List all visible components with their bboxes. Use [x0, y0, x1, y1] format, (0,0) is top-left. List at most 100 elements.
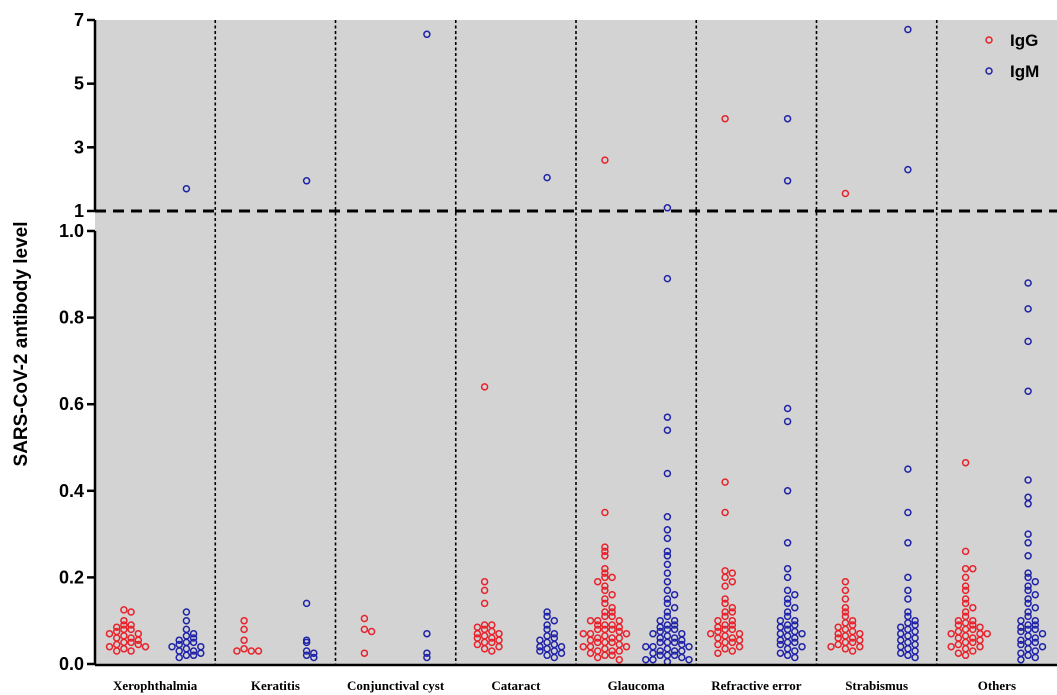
- data-point-igg: [841, 595, 850, 603]
- data-point-igg: [961, 651, 970, 660]
- data-point-igm: [911, 653, 919, 662]
- data-point-igm: [642, 642, 650, 651]
- data-point-igg: [721, 114, 729, 123]
- data-point-igg: [728, 603, 737, 612]
- data-point-igm: [310, 653, 318, 662]
- data-point-igm: [310, 649, 318, 657]
- data-point-igg: [608, 608, 616, 616]
- data-point-igm: [175, 636, 183, 644]
- data-point-igg: [714, 623, 722, 631]
- data-point-igg: [721, 582, 729, 590]
- data-point-igg: [608, 647, 616, 655]
- data-point-igm: [1024, 530, 1032, 538]
- data-point-igm: [182, 608, 191, 616]
- data-point-igm: [776, 636, 785, 644]
- data-point-igg: [969, 634, 977, 642]
- data-point-igm: [1017, 636, 1025, 644]
- data-point-igm: [783, 599, 792, 608]
- data-point-igg: [579, 642, 588, 651]
- x-category-label: Conjunctival cyst: [347, 678, 445, 693]
- data-point-igg: [488, 634, 496, 642]
- data-point-igm: [656, 647, 664, 655]
- data-point-igg: [969, 638, 977, 647]
- data-point-igm: [543, 651, 551, 660]
- data-point-igg: [728, 577, 737, 586]
- x-category-label: Glaucoma: [608, 678, 666, 693]
- data-point-igm: [302, 638, 311, 647]
- data-point-igg: [961, 564, 970, 573]
- data-point-igm: [189, 629, 198, 638]
- data-point-igm: [783, 651, 792, 660]
- data-point-igg: [127, 625, 135, 634]
- data-point-igg: [593, 577, 602, 586]
- data-point-igm: [663, 560, 672, 569]
- data-point-igm: [1024, 476, 1032, 484]
- data-point-igg: [240, 616, 248, 625]
- data-point-igg: [601, 564, 609, 573]
- data-point-igm: [791, 653, 799, 662]
- data-point-igg: [480, 586, 489, 595]
- data-point-igg: [360, 614, 369, 623]
- data-point-igg: [608, 634, 616, 642]
- data-point-igm: [1031, 634, 1040, 642]
- data-point-igg: [969, 616, 977, 625]
- data-point-igm: [182, 184, 191, 193]
- data-point-igm: [791, 634, 799, 642]
- data-point-igm: [1024, 305, 1032, 313]
- data-point-igm: [663, 204, 672, 212]
- y-tick-label: 0.0: [59, 654, 84, 674]
- data-point-igg: [480, 645, 489, 653]
- data-point-igm: [904, 508, 912, 517]
- legend-label: IgM: [1010, 62, 1039, 81]
- data-point-igm: [791, 638, 799, 647]
- data-point-igg: [848, 638, 857, 647]
- data-point-igg: [954, 649, 963, 657]
- data-point-igm: [776, 640, 785, 649]
- y-axis: 0.0 0.2 0.4 0.6 0.8 1.01 3 5 7: [59, 10, 97, 674]
- data-point-igm: [1038, 642, 1047, 651]
- data-point-igg: [367, 627, 376, 636]
- data-point-igm: [783, 404, 792, 413]
- data-point-igm: [904, 651, 912, 660]
- data-point-igm: [663, 413, 672, 421]
- data-point-igg: [495, 642, 503, 651]
- y-tick-label: 0.8: [59, 308, 84, 328]
- data-point-igm: [642, 655, 650, 664]
- data-point-igg: [856, 642, 864, 651]
- data-point-igm: [904, 539, 912, 547]
- data-point-igg: [608, 638, 616, 647]
- data-point-igm: [1017, 640, 1025, 649]
- data-point-igm: [649, 655, 657, 664]
- data-point-igm: [550, 629, 559, 638]
- data-point-igg: [848, 634, 857, 642]
- data-point-igm: [663, 608, 672, 616]
- data-point-igm: [1024, 612, 1032, 621]
- data-point-igm: [896, 649, 905, 657]
- data-point-igg: [608, 621, 616, 629]
- data-point-igm: [663, 426, 672, 434]
- data-point-igm: [168, 642, 176, 651]
- data-point-igm: [911, 616, 919, 625]
- data-point-igm: [670, 603, 679, 612]
- data-point-igg: [127, 638, 135, 647]
- data-point-igm: [783, 177, 792, 185]
- data-point-igm: [1024, 337, 1032, 346]
- data-point-igg: [947, 642, 955, 651]
- data-point-igm: [1031, 603, 1040, 612]
- data-point-igg: [480, 577, 489, 586]
- data-point-igm: [904, 165, 912, 174]
- x-category-label: Cataract: [491, 678, 541, 693]
- data-point-igg: [721, 508, 729, 517]
- data-point-igg: [969, 603, 977, 612]
- data-point-igg: [601, 552, 609, 560]
- data-point-igg: [841, 577, 850, 586]
- x-category-label: Others: [978, 678, 1016, 693]
- data-point-igg: [601, 595, 609, 603]
- data-point-igm: [670, 590, 679, 599]
- data-point-igg: [579, 629, 588, 638]
- data-point-igm: [663, 469, 672, 478]
- data-point-igg: [593, 621, 602, 629]
- data-point-igg: [601, 612, 609, 621]
- data-point-igg: [141, 642, 150, 651]
